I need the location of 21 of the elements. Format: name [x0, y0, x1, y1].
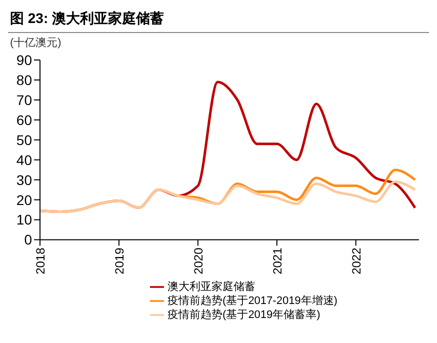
- y-tick-label: 50: [16, 132, 32, 148]
- y-tick-label: 70: [16, 92, 32, 108]
- y-axis-title: (十亿澳元): [10, 36, 62, 50]
- x-tick-label: 2019: [112, 247, 126, 274]
- y-tick-label: 20: [16, 192, 32, 208]
- x-tick-label: 2021: [270, 247, 284, 274]
- y-tick-label: 40: [16, 152, 32, 168]
- legend-label: 疫情前趋势(基于2019年储蓄率): [168, 308, 320, 321]
- line-series: [40, 180, 416, 214]
- x-tick-label: 2020: [191, 247, 206, 274]
- chart-title: 图 23: 澳大利亚家庭储蓄: [8, 8, 429, 33]
- y-tick-label: 30: [16, 172, 32, 188]
- y-tick-label: 10: [16, 212, 32, 228]
- legend-label: 澳大利亚家庭储蓄: [168, 280, 256, 293]
- y-tick-label: 0: [24, 232, 32, 248]
- x-tick-label: 2018: [34, 247, 48, 274]
- x-tick-label: 2022: [349, 247, 364, 274]
- y-tick-label: 80: [16, 72, 32, 88]
- legend-label: 疫情前趋势(基于2017-2019年增速): [168, 294, 338, 307]
- y-tick-label: 90: [16, 52, 32, 68]
- y-tick-label: 60: [16, 112, 32, 128]
